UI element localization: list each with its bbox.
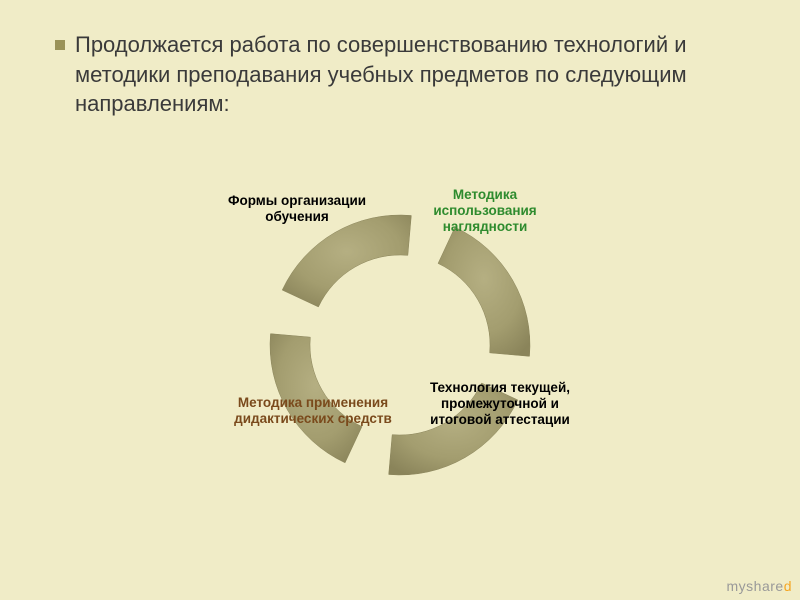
title-bullet	[55, 40, 65, 50]
segment-label-1: Методика использования наглядности	[400, 187, 570, 236]
watermark-prefix: myshare	[727, 578, 784, 594]
segment-label-4: Формы организации обучения	[212, 193, 382, 225]
page-title: Продолжается работа по совершенствованию…	[75, 30, 740, 119]
ring-segment-2	[438, 227, 530, 356]
watermark: myshared	[727, 578, 792, 594]
cycle-diagram: Методика использования наглядности Техно…	[200, 145, 600, 545]
watermark-accent: d	[784, 578, 792, 594]
segment-label-2: Технология текущей, промежуточной и итог…	[415, 380, 585, 429]
ring-segment-1	[282, 215, 411, 307]
segment-label-3: Методика применения дидактических средст…	[228, 395, 398, 427]
